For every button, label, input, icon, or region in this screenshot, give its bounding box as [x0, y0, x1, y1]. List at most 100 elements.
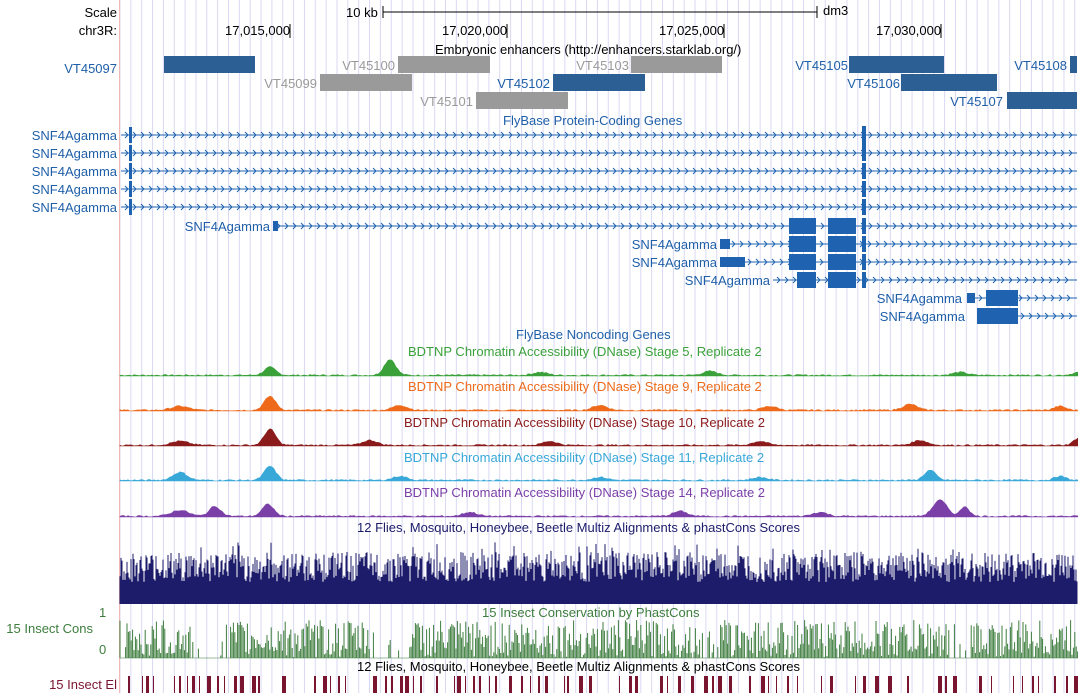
gene-exon	[720, 239, 730, 249]
enhancer-left-label[interactable]: VT45097	[64, 61, 117, 76]
conserved-element	[538, 676, 540, 693]
conserved-element	[1038, 676, 1039, 693]
ruler-position: 17,020,000	[442, 23, 508, 38]
enhancer-label: VT45103	[576, 58, 629, 73]
gene-row-label[interactable]: SNF4Agamma	[31, 146, 117, 161]
conserved-element	[945, 676, 947, 693]
elements-left-label[interactable]: 15 Insect El	[49, 677, 117, 692]
enhancer-feature[interactable]	[320, 74, 412, 91]
enhancer-feature[interactable]	[553, 74, 645, 91]
conserved-element	[888, 676, 892, 693]
enhancer-feature[interactable]	[631, 56, 722, 73]
conserved-element	[258, 676, 260, 693]
gene-row-label[interactable]: SNF4Agamma	[31, 182, 117, 197]
gene-label[interactable]: SNF4Agamma	[876, 291, 962, 306]
enhancer-feature[interactable]	[1070, 56, 1077, 73]
gene-label[interactable]: SNF4Agamma	[631, 255, 717, 270]
conserved-element	[678, 676, 681, 693]
gene-row-label[interactable]: SNF4Agamma	[31, 164, 117, 179]
gene-exon	[129, 199, 132, 215]
enhancer-label: VT45108	[1014, 58, 1067, 73]
conserved-element	[564, 676, 565, 693]
enhancer-label: VT45100	[342, 58, 395, 73]
conserved-element	[1066, 676, 1068, 693]
gene-exon	[862, 236, 866, 252]
conserved-element	[436, 676, 438, 693]
gene-label[interactable]: SNF4Agamma	[184, 219, 270, 234]
enhancer-label: VT45102	[497, 76, 550, 91]
enhancer-feature-vt45097[interactable]	[164, 56, 255, 73]
conservation-track-title: 15 Insect Conservation by PhastCons	[482, 605, 700, 620]
gene-exon	[720, 257, 745, 267]
ruler-position: 17,015,000	[225, 23, 291, 38]
dnase-track-title: BDTNP Chromatin Accessibility (DNase) St…	[408, 344, 762, 359]
conserved-element	[749, 676, 751, 693]
gene-exon	[967, 293, 975, 303]
conserved-element	[712, 676, 714, 693]
gene-row-label[interactable]: SNF4Agamma	[31, 200, 117, 215]
enhancer-feature[interactable]	[1007, 92, 1077, 109]
gene-exon	[828, 272, 856, 288]
gene-exon	[789, 236, 816, 252]
elements-track-title: 12 Flies, Mosquito, Honeybee, Beetle Mul…	[357, 659, 800, 674]
conserved-element	[240, 676, 244, 693]
conserved-element	[530, 676, 531, 693]
conserved-element	[473, 676, 475, 693]
conservation-signal[interactable]	[119, 614, 1078, 659]
conserved-element	[718, 676, 722, 693]
gene-exon	[862, 199, 866, 215]
gene-row-label[interactable]: SNF4Agamma	[31, 128, 117, 143]
conserved-element	[465, 676, 466, 693]
axis-min-label: 0	[99, 642, 107, 657]
ruler-position: 17,025,000	[659, 23, 725, 38]
conserved-element	[855, 676, 856, 693]
dnase-signal-area	[119, 499, 1078, 518]
gene-exon	[862, 145, 866, 161]
conserved-element	[174, 676, 175, 693]
enhancer-label: VT45105	[795, 58, 848, 73]
gene-exon	[273, 221, 278, 231]
enhancer-feature[interactable]	[398, 56, 490, 73]
multiz-track-title: 12 Flies, Mosquito, Honeybee, Beetle Mul…	[357, 520, 800, 535]
enhancer-feature[interactable]	[849, 56, 944, 73]
gene-label[interactable]: SNF4Agamma	[684, 273, 770, 288]
conserved-element	[457, 676, 461, 693]
conserved-element	[400, 676, 403, 693]
dnase-signal-area	[119, 428, 1078, 447]
conserved-element	[217, 676, 219, 693]
dnase-track-title: BDTNP Chromatin Accessibility (DNase) St…	[404, 485, 766, 500]
conserved-element	[776, 676, 777, 693]
axis-max-label: 1	[99, 605, 107, 620]
gene-exon	[789, 254, 816, 270]
enhancer-label: VT45106	[847, 76, 900, 91]
conserved-element	[405, 676, 409, 693]
scale-label: Scale	[84, 5, 117, 20]
gene-exon	[129, 163, 132, 179]
conserved-element	[345, 676, 346, 693]
gene-exon	[986, 290, 1018, 306]
conserved-element	[509, 676, 512, 693]
gene-exon	[862, 126, 866, 146]
gene-label[interactable]: SNF4Agamma	[879, 309, 965, 324]
conserved-element	[153, 676, 154, 693]
conserved-element	[521, 676, 523, 693]
elements-blocks[interactable]	[120, 676, 1078, 693]
gene-exon	[797, 272, 816, 288]
dnase-signal-area	[119, 359, 1078, 377]
conservation-left-label[interactable]: 15 Insect Cons	[6, 621, 93, 636]
conserved-element	[373, 676, 377, 693]
conserved-element	[768, 676, 769, 693]
enhancer-track-title: Embryonic enhancers (http://enhancers.st…	[435, 42, 742, 57]
gene-exon	[977, 308, 1018, 324]
conserved-element	[489, 676, 490, 693]
dnase-signal[interactable]	[119, 0, 1078, 693]
conserved-element	[830, 676, 833, 693]
enhancer-feature[interactable]	[901, 74, 997, 91]
gene-models[interactable]	[0, 0, 1078, 340]
conserved-element	[323, 676, 327, 693]
multiz-signal[interactable]	[119, 538, 1078, 608]
conserved-element	[629, 676, 632, 693]
gene-label[interactable]: SNF4Agamma	[631, 237, 717, 252]
enhancer-feature[interactable]	[476, 92, 568, 109]
